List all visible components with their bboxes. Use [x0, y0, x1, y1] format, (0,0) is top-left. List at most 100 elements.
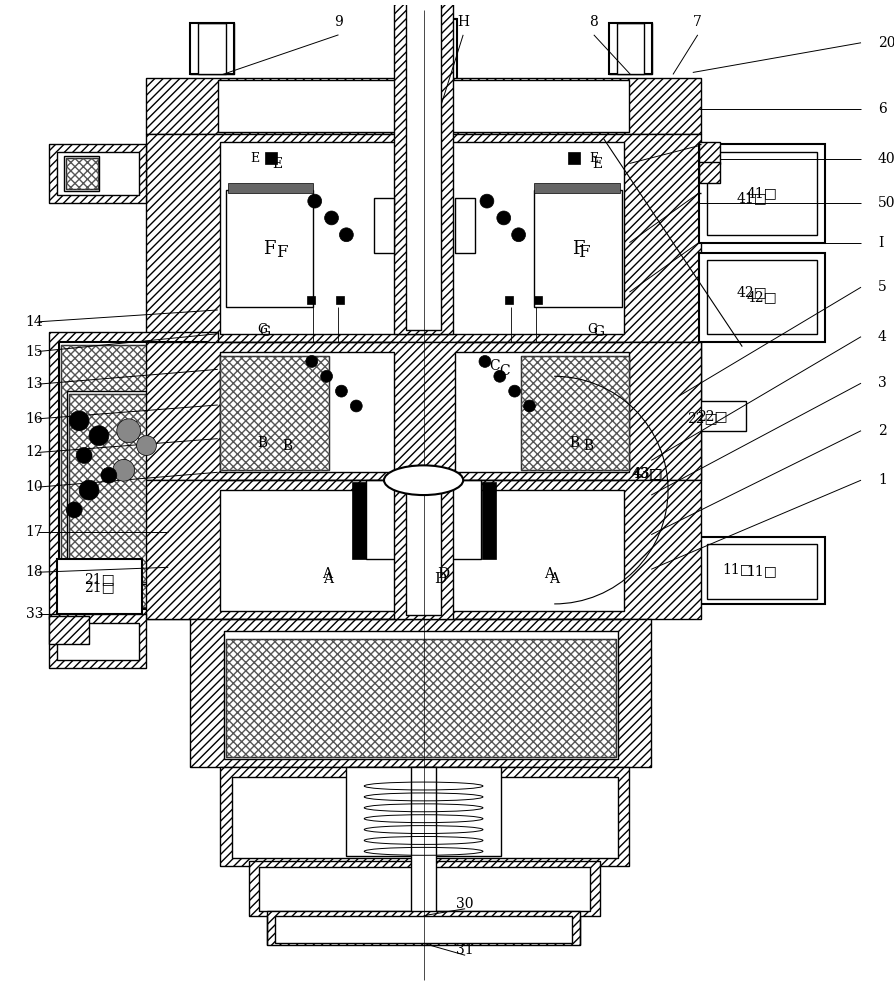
Circle shape [116, 419, 140, 443]
Bar [147, 480, 700, 619]
Text: G: G [593, 325, 603, 339]
Text: 9: 9 [333, 15, 342, 29]
Text: 1: 1 [877, 473, 886, 487]
Text: A: A [544, 567, 553, 581]
Bar [147, 342, 219, 480]
Circle shape [306, 356, 317, 367]
Bar [219, 767, 628, 866]
Bar [147, 134, 700, 342]
Text: F: F [276, 244, 288, 261]
Bar [455, 198, 475, 253]
Text: B: B [257, 436, 267, 450]
Bar [259, 867, 589, 911]
Text: F: F [571, 240, 584, 258]
Bar [346, 767, 501, 856]
Bar [393, 0, 452, 334]
Bar [147, 78, 700, 134]
Bar [219, 356, 328, 470]
Text: C: C [499, 364, 510, 378]
Bar [611, 455, 682, 490]
Bar [49, 332, 217, 619]
Text: 30: 30 [456, 897, 474, 911]
Bar [225, 639, 615, 757]
Bar [219, 767, 628, 866]
Bar [224, 631, 617, 759]
Text: F: F [578, 244, 589, 261]
Bar [49, 144, 147, 203]
Bar [147, 480, 700, 619]
Bar [190, 23, 233, 74]
Bar [616, 23, 644, 74]
Text: I: I [877, 236, 882, 250]
Text: 42□: 42□ [746, 290, 777, 304]
Text: 2: 2 [877, 424, 886, 438]
Bar [62, 345, 206, 607]
Bar [698, 142, 720, 164]
Circle shape [508, 385, 520, 397]
Text: 22□: 22□ [687, 411, 717, 425]
Circle shape [308, 194, 321, 208]
Bar [49, 616, 89, 644]
Text: 22□: 22□ [696, 409, 727, 423]
Text: 42□: 42□ [736, 285, 767, 299]
Bar [374, 198, 393, 253]
Bar [307, 296, 315, 304]
Bar [62, 345, 206, 607]
Circle shape [101, 467, 116, 483]
Bar [405, 0, 441, 330]
Text: 40: 40 [877, 152, 894, 166]
Bar [413, 480, 433, 564]
Circle shape [325, 211, 338, 225]
Bar [608, 23, 652, 74]
Circle shape [496, 211, 510, 225]
Circle shape [335, 385, 347, 397]
Bar [232, 777, 617, 858]
Circle shape [523, 400, 535, 412]
Bar [49, 614, 147, 668]
Circle shape [511, 228, 525, 242]
Bar [393, 480, 452, 619]
Text: H: H [457, 15, 468, 29]
Bar [352, 482, 366, 559]
Text: 41□: 41□ [736, 191, 767, 205]
Text: 10: 10 [26, 480, 43, 494]
Bar [217, 80, 628, 132]
Text: A: A [321, 567, 332, 581]
Bar [706, 260, 816, 334]
Bar [66, 158, 97, 189]
Bar [706, 544, 816, 599]
Bar [190, 23, 233, 74]
Text: G: G [257, 323, 267, 336]
Bar [698, 162, 720, 183]
Text: G: G [259, 325, 271, 339]
Text: 21□: 21□ [83, 572, 114, 586]
Bar [265, 152, 277, 164]
Text: A: A [549, 572, 559, 586]
Text: E: E [592, 157, 603, 171]
Text: 18: 18 [26, 565, 43, 579]
Bar [225, 190, 312, 307]
Bar [698, 142, 720, 164]
Circle shape [89, 426, 109, 446]
Bar [57, 623, 139, 660]
Circle shape [113, 459, 134, 481]
Text: 8: 8 [589, 15, 597, 29]
Ellipse shape [384, 465, 463, 495]
Circle shape [69, 411, 89, 431]
Bar [69, 394, 164, 582]
Text: E: E [250, 152, 259, 165]
Bar [568, 152, 579, 164]
Text: 14: 14 [26, 315, 44, 329]
Bar [366, 480, 480, 559]
Bar [49, 614, 147, 668]
Text: C: C [489, 359, 500, 373]
Circle shape [137, 436, 156, 455]
Text: G: G [586, 323, 596, 336]
Bar [67, 391, 166, 584]
Bar [49, 616, 89, 644]
Circle shape [320, 370, 333, 382]
Circle shape [478, 356, 490, 367]
Bar [430, 19, 451, 144]
Text: 41□: 41□ [746, 186, 777, 200]
Text: 16: 16 [26, 412, 43, 426]
